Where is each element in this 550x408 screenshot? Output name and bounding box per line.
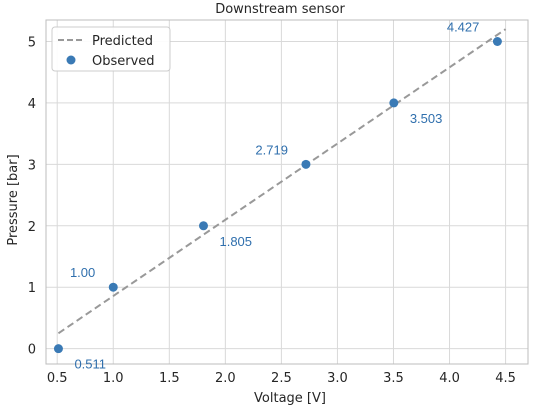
- legend-box: [51, 26, 171, 72]
- grid: [46, 20, 528, 364]
- data-label: 0.511: [74, 357, 106, 372]
- x-tick-label: 4.5: [495, 371, 516, 386]
- y-axis-label: Pressure [bar]: [6, 154, 21, 245]
- data-label: 1.805: [219, 234, 252, 249]
- legend-predicted-label: Predicted: [92, 34, 153, 49]
- x-tick-label: 1.5: [159, 371, 180, 386]
- observed-point: [492, 37, 502, 46]
- predicted-line: [57, 28, 507, 335]
- y-tick-label: 3: [28, 158, 36, 173]
- data-label: 1.00: [70, 265, 95, 280]
- observed-point: [108, 282, 118, 292]
- y-tick-label: 1: [28, 281, 36, 296]
- y-axis-ticks: 0 1 2 3 4 5: [28, 36, 36, 358]
- data-label: 3.503: [410, 111, 443, 126]
- x-tick-label: 3.0: [327, 371, 348, 386]
- observed-point: [389, 98, 399, 108]
- legend-observed-label: Observed: [92, 54, 155, 69]
- x-tick-label: 2.5: [271, 371, 292, 386]
- y-tick-label: 0: [28, 343, 36, 358]
- observed-point: [53, 344, 63, 354]
- observed-point: [301, 159, 311, 169]
- data-label: 2.719: [255, 142, 288, 157]
- y-tick-label: 4: [28, 97, 36, 112]
- y-tick-label: 5: [28, 36, 36, 51]
- legend: Predicted Observed: [51, 26, 171, 72]
- x-tick-label: 0.5: [47, 371, 68, 386]
- x-tick-label: 4.0: [439, 371, 460, 386]
- y-tick-label: 2: [28, 220, 36, 235]
- x-tick-label: 2.0: [215, 371, 236, 386]
- x-axis-label: Voltage [V]: [254, 391, 326, 406]
- x-tick-label: 3.5: [383, 371, 404, 386]
- observed-point: [198, 221, 208, 231]
- data-label: 4.427: [447, 20, 480, 35]
- x-tick-label: 1.0: [103, 371, 124, 386]
- plot-frame: [45, 19, 529, 365]
- series-layer: [53, 28, 507, 354]
- legend-observed-swatch: [66, 55, 76, 65]
- annotation-layer: 0.511 1.00 1.805 2.719 3.503 4.427: [70, 20, 479, 372]
- chart-title: Downstream sensor: [215, 2, 345, 17]
- x-axis-ticks: 0.5 1.0 1.5 2.0 2.5 3.0 3.5 4.0 4.5: [47, 371, 516, 386]
